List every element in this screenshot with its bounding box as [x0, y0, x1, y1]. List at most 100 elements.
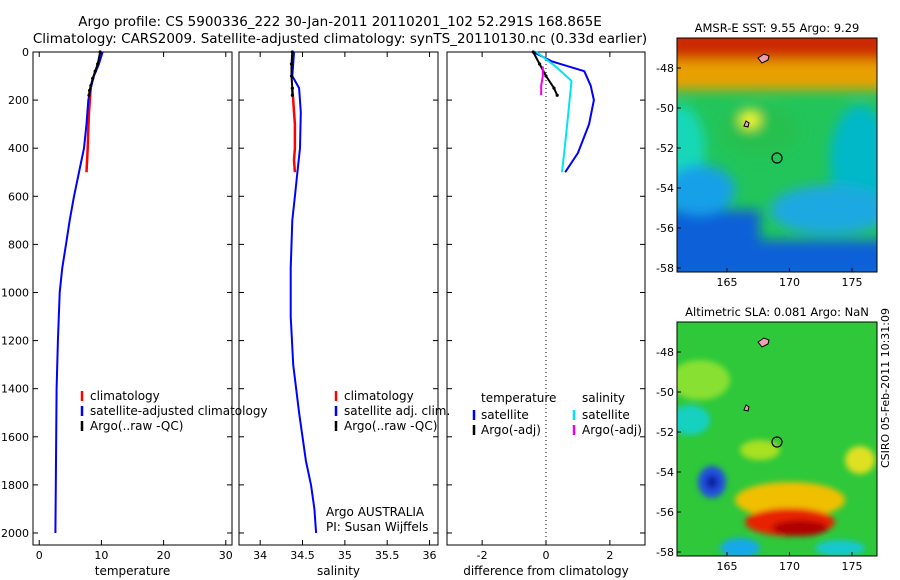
map-ytick-label: -58 [656, 262, 674, 275]
difference-panel: -2 0 2 difference from climatology temperatu… [446, 50, 646, 578]
figure-title-line2: Climatology: CARS2009. Satellite-adjuste… [33, 31, 647, 47]
map-ytick-label: -48 [656, 346, 674, 359]
salinity-xtick-label: 35 [338, 549, 352, 562]
difference-xlabel: difference from climatology [463, 564, 629, 578]
sla-map-title: Altimetric SLA: 0.081 Argo: NaN [685, 305, 869, 319]
temperature-series-satellite-adjusted-climatology [54, 51, 104, 534]
temperature-ytick-label: 1600 [1, 431, 29, 444]
map-xtick-label: 170 [779, 560, 800, 573]
temperature-xtick-label: 10 [94, 549, 108, 562]
salinity-legend-entry: satellite adj. clim. [344, 404, 450, 418]
difference-series-salinity-argo-adj [540, 66, 544, 96]
temperature-ytick-label: 0 [22, 46, 29, 59]
temperature-ytick-label: 1200 [1, 335, 29, 348]
temperature-argo-point [91, 76, 95, 81]
figure-title-line1: Argo profile: CS 5900336_222 30-Jan-2011… [78, 14, 601, 30]
temperature-ytick-label: 600 [8, 190, 29, 203]
salinity-argo-point [290, 86, 294, 90]
temperature-xlabel: temperature [95, 564, 170, 578]
temperature-argo-point [96, 62, 100, 66]
difference-axes-box [446, 51, 646, 546]
map-ytick-label: -56 [656, 222, 674, 235]
temperature-ytick-label: 200 [8, 94, 29, 107]
temperature-xtick-label: 0 [36, 549, 43, 562]
temperature-ytick-label: 800 [8, 238, 29, 251]
salinity-argo-point [290, 50, 294, 54]
map-ytick-label: -52 [656, 142, 674, 155]
difference-legend-entry: satellite [481, 408, 529, 422]
salinity-series-climatology [291, 88, 297, 173]
sst-map-panel: AMSR-E SST: 9.55 Argo: 9.29 165 170 175 -48… [656, 21, 878, 289]
salinity-xlabel: salinity [317, 564, 360, 578]
map-ytick-label: -50 [656, 386, 674, 399]
sst-float-marker [771, 152, 783, 164]
salinity-xtick-label: 34.5 [290, 549, 315, 562]
temperature-argo-point [98, 50, 102, 54]
difference-legend-entry: Argo(-adj) [481, 423, 541, 437]
temperature-xtick-label: 20 [157, 549, 171, 562]
difference-legend-temperature-heading: temperature [481, 391, 556, 405]
difference-xtick-label: -2 [477, 549, 488, 562]
difference-argo-point [555, 93, 559, 97]
map-ytick-label: -54 [656, 466, 674, 479]
map-xtick-label: 175 [842, 560, 863, 573]
temperature-axes-box [32, 51, 233, 546]
map-xtick-label: 175 [842, 276, 863, 289]
sst-map-axes: 165 170 175 -48 -50 -52 -54 -56 -58 [656, 62, 862, 289]
difference-argo-point [531, 50, 535, 54]
temperature-xtick-label: 30 [219, 549, 233, 562]
salinity-argo-point [289, 74, 294, 78]
sst-map-title: AMSR-E SST: 9.55 Argo: 9.29 [695, 21, 860, 35]
map-ytick-label: -56 [656, 506, 674, 519]
difference-legend-entry: satellite [582, 408, 630, 422]
temperature-panel: 0 10 20 30 0 200 400 600 800 1000 1200 1400 1600 1800… [1, 46, 268, 578]
difference-argo-point [552, 86, 556, 90]
sla-map-axes: 165 170 175 -48 -50 -52 -54 -56 -58 [656, 346, 862, 573]
temperature-argo-point [87, 88, 92, 93]
sst-map-islands [743, 53, 770, 128]
temperature-ytick-label: 2000 [1, 527, 29, 540]
map-ytick-label: -52 [656, 426, 674, 439]
map-xtick-label: 165 [717, 560, 738, 573]
salinity-series-satellite-adj-clim [289, 51, 318, 534]
map-ytick-label: -58 [656, 546, 674, 559]
temperature-argo-point [93, 69, 97, 73]
temperature-ytick-label: 1800 [1, 479, 29, 492]
difference-argo-point [538, 62, 542, 66]
difference-series-temperature-satellite [532, 51, 595, 173]
timestamp-label: CSIRO 05-Feb-2011 10:31:09 [879, 308, 892, 468]
difference-legend-salinity-heading: salinity [582, 391, 625, 405]
difference-xtick-label: 0 [543, 549, 550, 562]
map-ytick-label: -54 [656, 182, 674, 195]
sla-map-islands [743, 337, 770, 412]
temperature-legend-entry: Argo(..raw -QC) [90, 419, 183, 433]
temperature-legend-entry: climatology [90, 389, 160, 403]
sla-map-panel: Altimetric SLA: 0.081 Argo: NaN 165 170 17… [656, 305, 878, 573]
salinity-argo-point [290, 93, 294, 97]
map-xtick-label: 170 [779, 276, 800, 289]
temperature-series-argo-raw-qc [88, 51, 102, 96]
salinity-xtick-label: 34 [253, 549, 267, 562]
sla-map-image [677, 322, 877, 556]
salinity-axes-box [238, 51, 439, 546]
temperature-ytick-label: 1000 [1, 286, 29, 299]
map-ytick-label: -50 [656, 102, 674, 115]
difference-xtick-label: 2 [606, 549, 613, 562]
difference-series-salinity-satellite [535, 51, 573, 173]
salinity-panel: 34 34.5 35 35.5 36 salinity climatologysatelli… [238, 50, 450, 578]
map-xtick-label: 165 [717, 276, 738, 289]
operator-label: Argo AUSTRALIA [326, 505, 425, 519]
salinity-argo-point [289, 62, 294, 66]
salinity-legend-entry: climatology [344, 389, 414, 403]
temperature-ytick-label: 400 [8, 142, 29, 155]
pi-label: PI: Susan Wijffels [326, 520, 428, 534]
difference-legend-entry: Argo(-adj) [582, 423, 642, 437]
temperature-argo-point [87, 93, 91, 97]
salinity-xtick-label: 35.5 [375, 549, 400, 562]
salinity-legend-entry: Argo(..raw -QC) [344, 419, 437, 433]
temperature-ytick-label: 1400 [1, 383, 29, 396]
difference-argo-point [544, 74, 548, 78]
temperature-argo-point [89, 84, 93, 88]
sst-map-image [677, 38, 877, 272]
